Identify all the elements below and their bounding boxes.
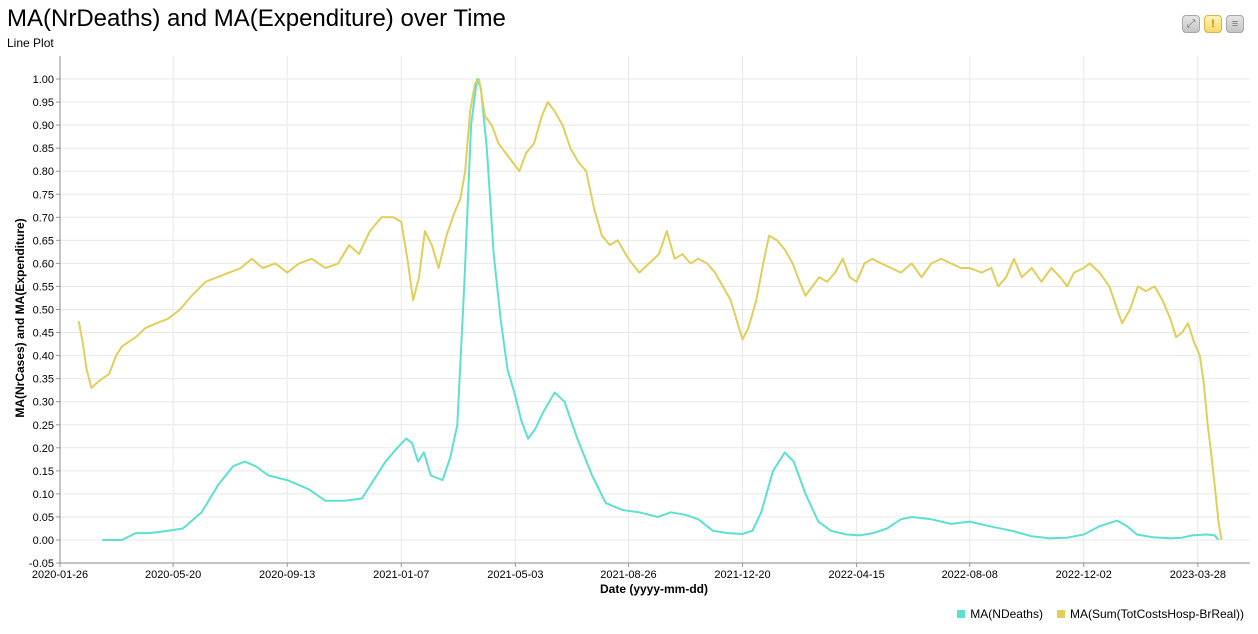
menu-button[interactable]: ≡ — [1226, 15, 1244, 33]
legend-label: MA(NDeaths) — [970, 607, 1043, 621]
series-line-ma-expenditure — [77, 78, 1223, 541]
x-tick-label: 2021-01-07 — [373, 569, 429, 581]
x-tick-label: 2022-12-02 — [1056, 569, 1112, 581]
x-axis-title: Date (yyyy-mm-dd) — [600, 582, 708, 596]
y-tick-label: 0.90 — [33, 120, 54, 132]
y-tick-label: 0.05 — [33, 512, 54, 524]
y-tick-label: 0.50 — [33, 305, 54, 317]
x-tick-label: 2023-03-28 — [1170, 569, 1226, 581]
y-tick-label: 0.00 — [33, 535, 54, 547]
y-tick-label: 0.45 — [33, 328, 54, 340]
y-tick-label: -0.05 — [29, 558, 54, 570]
expand-icon: ⤢ — [1186, 17, 1196, 30]
x-tick-label: 2020-09-13 — [259, 569, 315, 581]
y-tick-label: 0.70 — [33, 212, 54, 224]
series-group — [77, 78, 1223, 541]
x-tick-label: 2020-01-26 — [32, 569, 88, 581]
y-tick-label: 1.00 — [33, 74, 54, 86]
x-tick-label: 2020-05-20 — [145, 569, 201, 581]
y-tick-label: 0.30 — [33, 397, 54, 409]
y-tick-label: 0.85 — [33, 143, 54, 155]
legend-item[interactable]: MA(NDeaths) — [957, 607, 1043, 621]
y-tick-label: 0.20 — [33, 443, 54, 455]
y-tick-label: 0.55 — [33, 281, 54, 293]
y-tick-label: 0.35 — [33, 374, 54, 386]
x-tick-label: 2022-04-15 — [828, 569, 884, 581]
fullscreen-button[interactable]: ⤢ — [1182, 15, 1200, 33]
series-line-ma-ndeaths — [102, 78, 1220, 541]
axes: -0.05 0.00 0.05 0.10 0.15 0.20 0.25 0.30 0.35 0.4… — [29, 56, 1250, 581]
y-axis-title: MA(NrCases) and MA(Expenditure) — [13, 218, 27, 417]
y-tick-label: 0.65 — [33, 235, 54, 247]
y-tick-label: 0.15 — [33, 466, 54, 478]
y-tick-label: 0.75 — [33, 189, 54, 201]
x-tick-label: 2022-08-08 — [942, 569, 998, 581]
y-tick-label: 0.95 — [33, 97, 54, 109]
exclamation-icon: ! — [1211, 18, 1215, 30]
y-tick-label: 0.10 — [33, 489, 54, 501]
y-tick-label: 0.80 — [33, 166, 54, 178]
y-tick-label: 0.60 — [33, 258, 54, 270]
legend-swatch — [957, 610, 966, 618]
grid — [59, 56, 1250, 564]
warning-button[interactable]: ! — [1204, 15, 1222, 33]
y-tick-label: 0.25 — [33, 420, 54, 432]
legend-item[interactable]: MA(Sum(TotCostsHosp-BrReal)) — [1056, 607, 1244, 621]
x-tick-label: 2021-05-03 — [487, 569, 543, 581]
y-tick-label: 0.40 — [33, 351, 54, 363]
legend-label: MA(Sum(TotCostsHosp-BrReal)) — [1069, 607, 1244, 621]
x-tick-label: 2021-08-26 — [600, 569, 656, 581]
chart-title: MA(NrDeaths) and MA(Expenditure) over Ti… — [7, 5, 506, 32]
chart-toolbar: ⤢ ! ≡ — [1182, 15, 1244, 33]
chart-subtitle: Line Plot — [7, 36, 54, 50]
legend: MA(NDeaths) MA(Sum(TotCostsHosp-BrReal)) — [957, 607, 1244, 621]
menu-icon: ≡ — [1231, 18, 1239, 30]
legend-swatch — [1056, 610, 1065, 618]
x-tick-label: 2021-12-20 — [714, 569, 770, 581]
